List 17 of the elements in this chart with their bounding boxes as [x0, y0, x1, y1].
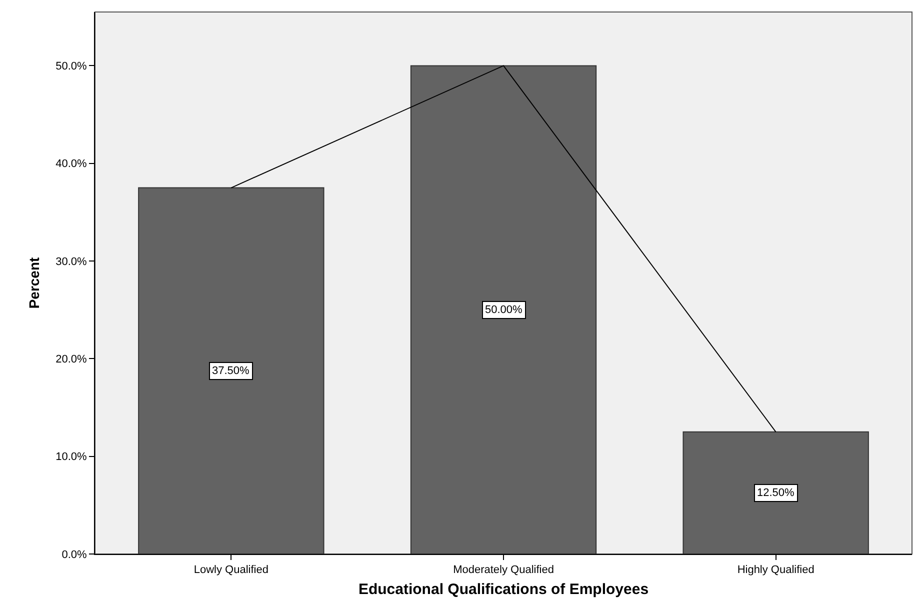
bar — [682, 431, 869, 554]
data-label: 37.50% — [212, 365, 250, 377]
bar — [410, 65, 597, 554]
y-tick-label: 0.0% — [62, 548, 88, 561]
x-tick-label: Moderately Qualified — [453, 564, 554, 576]
x-tick-label: Highly Qualified — [737, 564, 814, 576]
y-tick-label: 40.0% — [56, 158, 88, 170]
bar — [138, 187, 324, 554]
data-label: 12.50% — [757, 487, 795, 499]
data-label: 50.00% — [485, 304, 523, 316]
x-tick-label: Lowly Qualified — [194, 564, 268, 576]
y-tick-label: 30.0% — [56, 256, 88, 268]
y-tick-label: 50.0% — [56, 60, 88, 73]
y-axis-title: Percent — [26, 256, 42, 309]
y-tick-label: 10.0% — [56, 451, 88, 464]
y-tick-label: 20.0% — [56, 354, 88, 366]
x-axis-title: Educational Qualifications of Employees — [358, 581, 649, 598]
